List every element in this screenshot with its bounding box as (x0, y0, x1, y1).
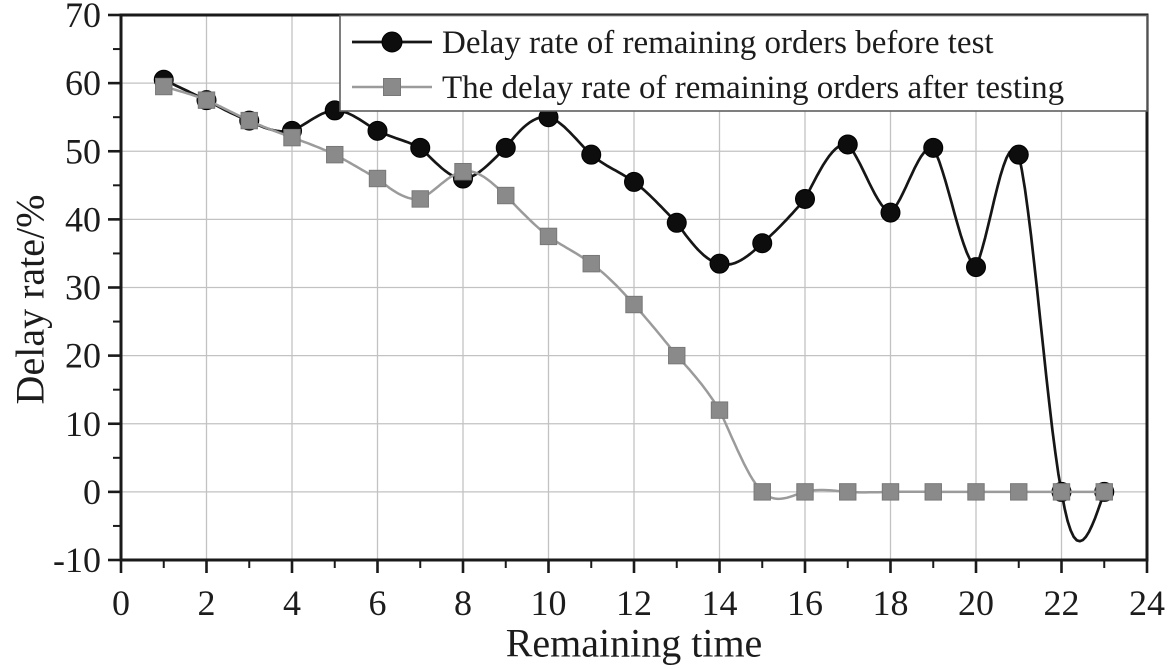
data-point-circle (752, 233, 773, 254)
data-point-square (967, 483, 985, 501)
y-tick-label: 60 (65, 63, 101, 103)
legend-label: The delay rate of remaining orders after… (442, 70, 1064, 106)
x-tick-label: 8 (454, 583, 472, 623)
x-tick-label: 0 (112, 583, 130, 623)
y-tick-label: 70 (65, 0, 101, 35)
data-point-square (582, 254, 600, 273)
data-point-square (240, 111, 258, 130)
legend-entry-1 (352, 78, 432, 96)
data-point-circle (624, 171, 644, 192)
data-point-circle (837, 134, 858, 155)
x-axis-title: Remaining time (506, 621, 763, 666)
series-markers (155, 77, 1113, 501)
x-tick-label: 12 (616, 583, 652, 623)
x-tick-label: 20 (958, 583, 994, 623)
data-point-square (1010, 483, 1028, 501)
data-point-square (625, 295, 643, 314)
data-point-circle (410, 137, 431, 158)
y-tick-label: 40 (65, 199, 101, 239)
data-point-square (924, 483, 942, 501)
y-tick-label: 10 (65, 404, 101, 444)
series-after-testing (155, 77, 1113, 501)
x-tick-label: 4 (283, 583, 301, 623)
data-point-square (839, 483, 857, 501)
data-point-square (710, 401, 729, 419)
data-point-square (454, 162, 472, 181)
data-point-circle (795, 188, 815, 209)
y-tick-label: 20 (65, 336, 101, 376)
data-point-square (753, 483, 771, 501)
legend (339, 14, 1148, 112)
series-before-test (153, 69, 1115, 543)
x-tick-label: 10 (531, 583, 567, 623)
data-point-circle (966, 257, 986, 278)
x-tick-label: 18 (873, 583, 909, 623)
data-point-square (796, 483, 814, 501)
data-point-circle (581, 144, 602, 165)
x-tick-label: 24 (1129, 583, 1165, 623)
x-tick-label: 6 (369, 583, 387, 623)
data-point-square (326, 145, 344, 164)
data-point-square (1095, 483, 1113, 501)
x-tick-label: 16 (787, 583, 823, 623)
data-point-circle (880, 202, 901, 223)
x-tick-label: 14 (702, 583, 738, 623)
data-point-square (411, 190, 429, 208)
y-axis-title: Delay rate/% (8, 195, 53, 405)
data-point-square (155, 77, 173, 96)
legend-box (339, 14, 1148, 112)
y-tick-label: 0 (83, 472, 101, 512)
data-point-square (668, 346, 686, 365)
y-tick-label: 50 (65, 131, 101, 171)
data-point-circle (709, 253, 730, 274)
x-tick-label: 22 (1044, 583, 1080, 623)
x-tick-label: 2 (198, 583, 216, 623)
y-tick-label: -10 (53, 540, 101, 580)
data-point-circle (1008, 144, 1029, 165)
data-point-square (497, 186, 515, 205)
legend-circle-marker (381, 31, 403, 53)
data-point-square (368, 169, 387, 188)
data-point-square (881, 483, 900, 501)
axis-ticks (108, 13, 1149, 573)
y-tick-label: 30 (65, 268, 101, 308)
data-point-circle (923, 137, 944, 158)
data-point-circle (495, 137, 516, 158)
data-point-square (197, 91, 216, 109)
legend-entry-0 (352, 31, 432, 53)
data-point-circle (666, 212, 687, 233)
legend-label: Delay rate of remaining orders before te… (442, 25, 994, 61)
data-point-square (1052, 483, 1071, 501)
data-point-circle (367, 120, 388, 141)
data-point-square (539, 227, 558, 246)
legend-square-marker (383, 78, 401, 96)
data-point-square (283, 128, 301, 147)
